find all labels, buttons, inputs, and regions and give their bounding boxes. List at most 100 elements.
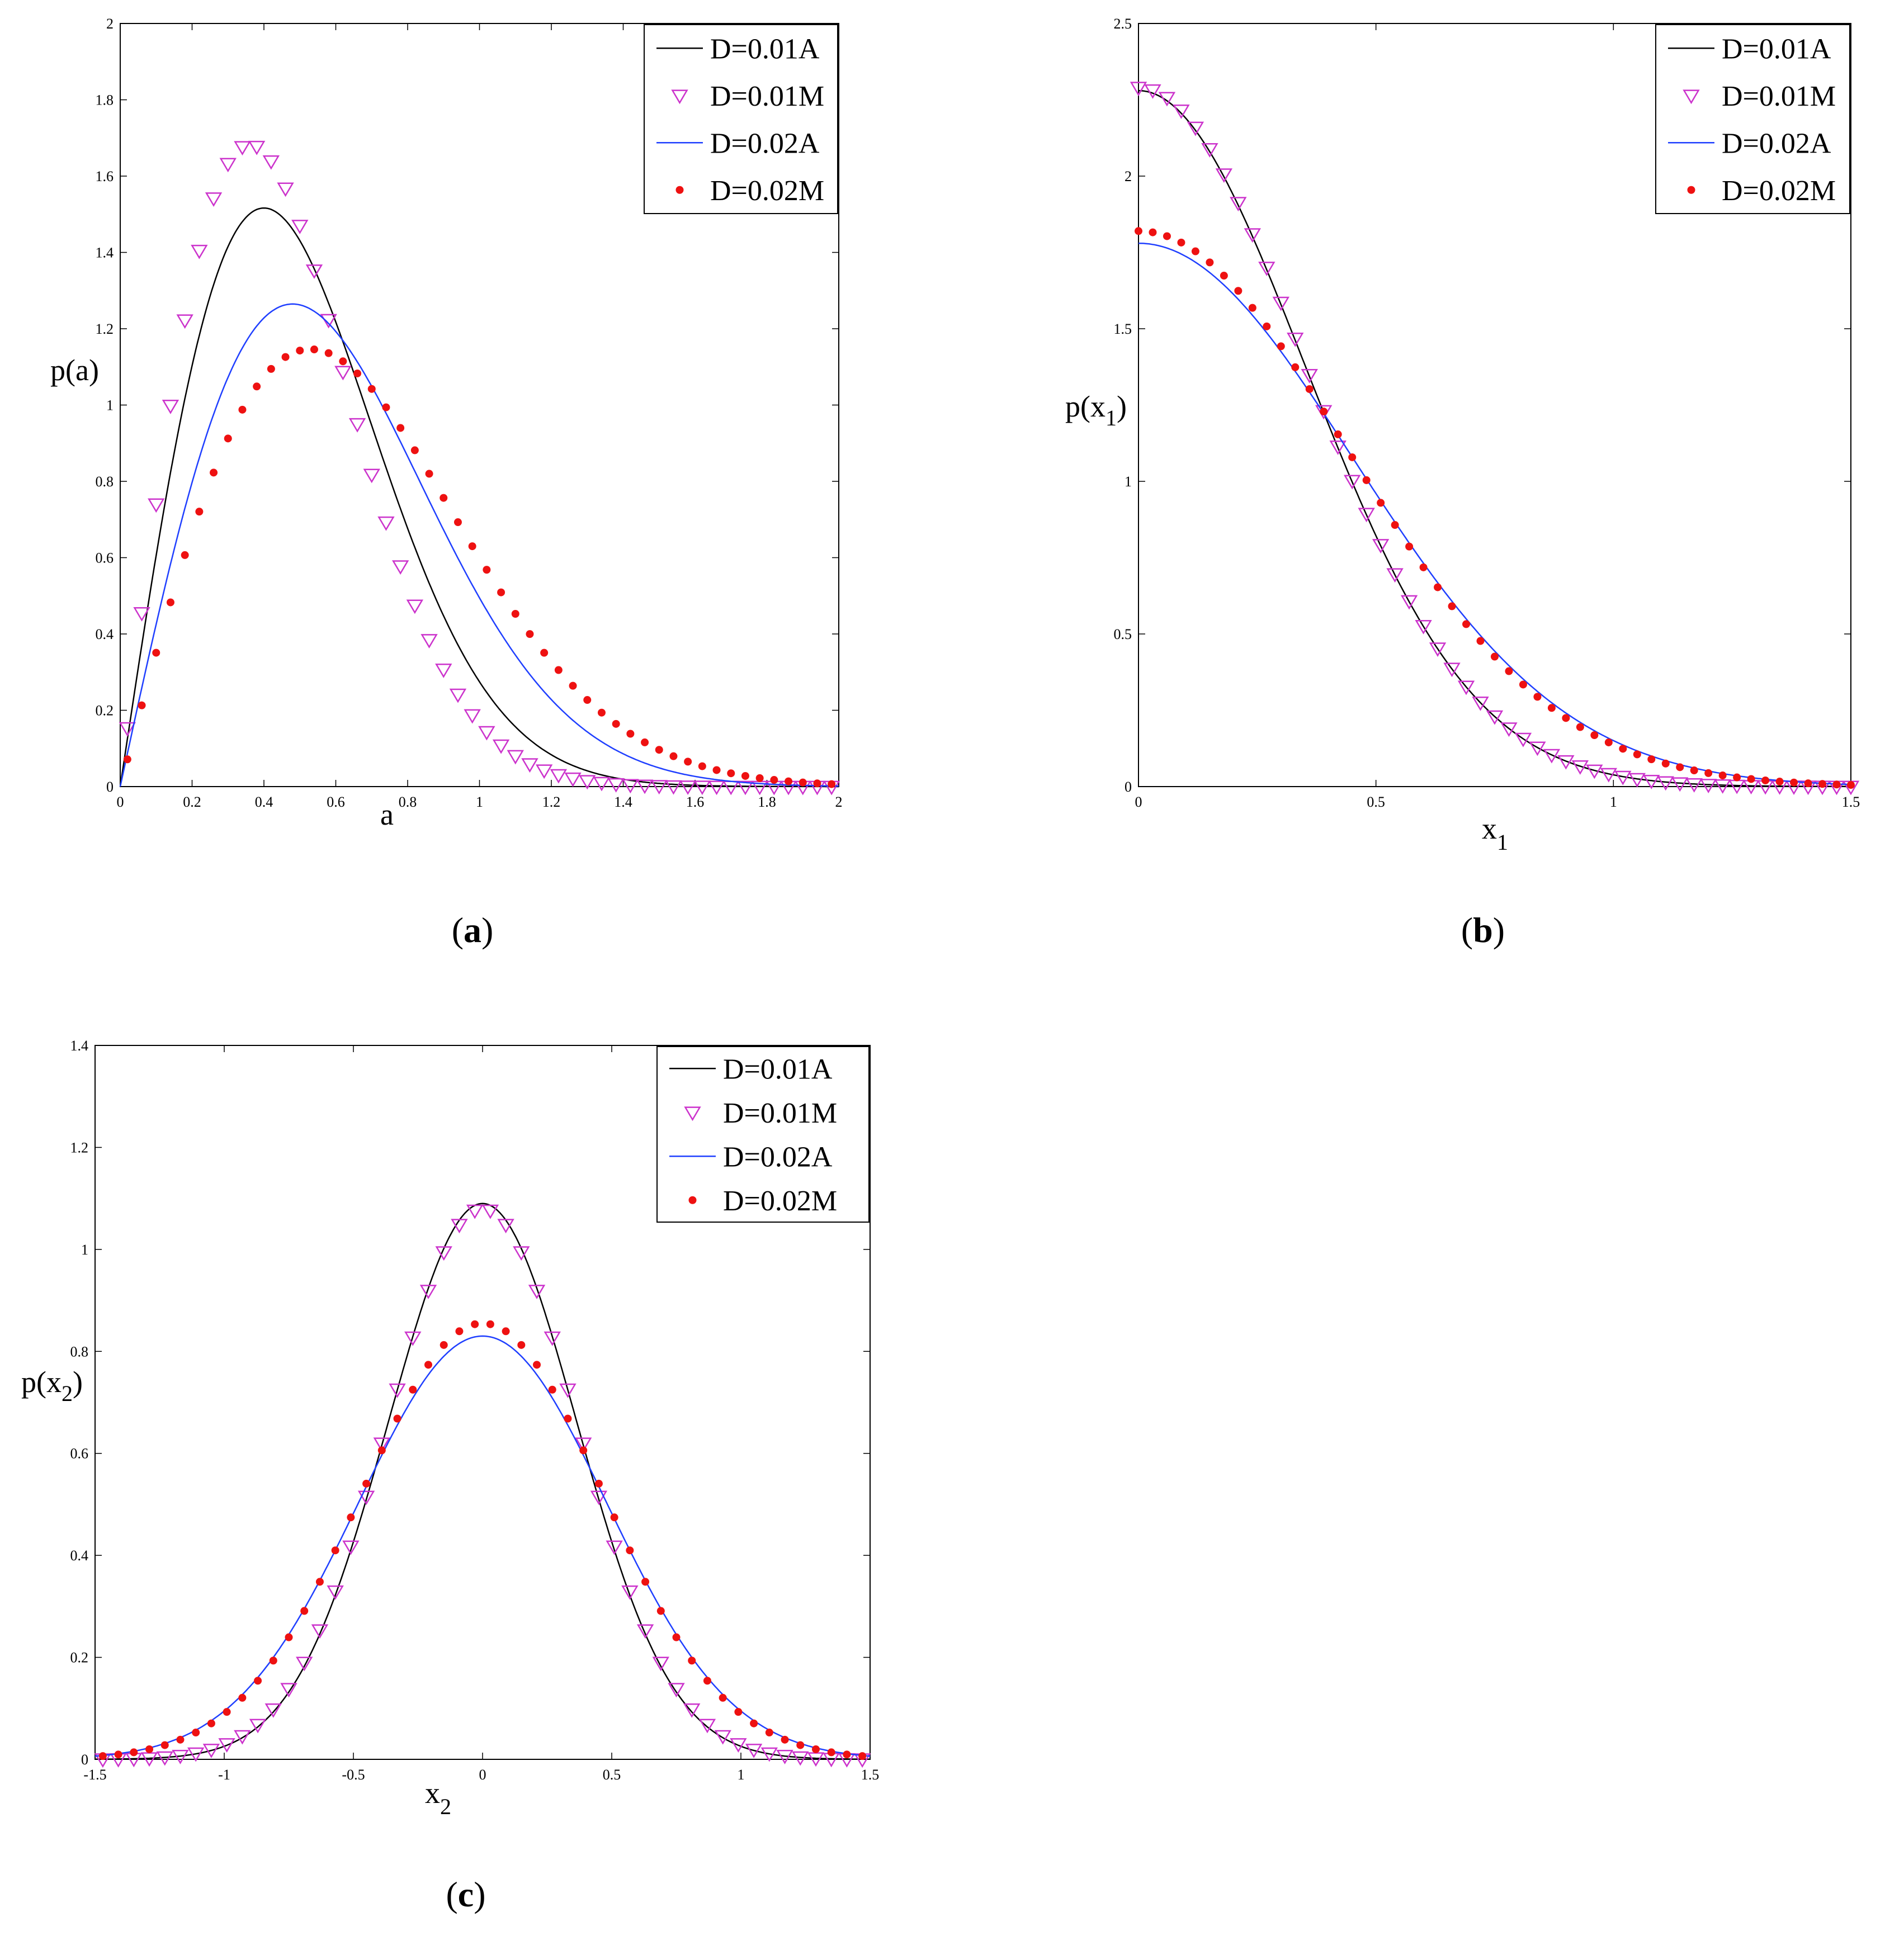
series-marker-triangle (280, 1683, 297, 1698)
x-tick-label: 1.5 (1842, 794, 1860, 810)
series-marker-dot (594, 1479, 603, 1488)
legend-label: D=0.02M (1722, 175, 1836, 207)
series-marker-triangle (327, 1585, 344, 1600)
x-tick-label: 0.2 (183, 794, 201, 810)
series-marker-dot (1434, 583, 1442, 591)
series-line-d002a (119, 303, 839, 787)
series-marker-dot (347, 1513, 355, 1522)
series-marker-dot (583, 696, 592, 704)
panel-c-ylabel-sub: 2 (62, 1381, 73, 1406)
series-marker-triangle (205, 192, 223, 207)
panel-b-ylabel-close: ) (1117, 390, 1127, 423)
y-tick-label: 1.4 (96, 245, 114, 261)
series-marker-triangle (636, 1624, 654, 1639)
x-tick-label: 0 (479, 1767, 486, 1783)
series-marker-triangle (311, 1624, 329, 1639)
panel-b-label: (b) (1461, 910, 1505, 950)
series-marker-dot (281, 353, 290, 361)
panel-b-ylabel: p(x1) (1065, 390, 1127, 430)
series-marker-triangle (277, 182, 294, 197)
x-tick-label: -1 (218, 1767, 230, 1783)
x-tick-label: 0.6 (327, 794, 345, 810)
series-marker-triangle (435, 1246, 452, 1261)
series-marker-dot (1149, 228, 1157, 236)
series-marker-dot (765, 1729, 773, 1737)
series-marker-triangle (1187, 121, 1204, 136)
series-marker-dot (210, 468, 218, 477)
legend-label: D=0.02A (723, 1141, 833, 1173)
panel-a-label-open: ( (452, 910, 464, 950)
series-marker-triangle (342, 1540, 360, 1555)
series-marker-dot (1191, 247, 1199, 255)
series-marker-dot (540, 649, 549, 657)
series-marker-dot (719, 1693, 727, 1702)
series-marker-dot (1263, 322, 1271, 330)
series-marker-dot (362, 1479, 371, 1488)
series-marker-dot (152, 649, 160, 657)
series-marker-dot (1775, 778, 1784, 786)
series-marker-dot (324, 349, 333, 357)
panel-c: -1.5 -1 -0.5 0 0.5 1 1.5 0 0.2 0.4 0.6 0.8 1 1.2 1.4 D… (21, 1038, 879, 1914)
series-marker-triangle (406, 599, 424, 614)
y-tick-label: 0.2 (96, 703, 114, 719)
series-marker-triangle (665, 780, 682, 795)
series-marker-triangle (776, 1750, 793, 1764)
series-marker-dot (238, 405, 247, 414)
series-marker-dot (253, 382, 261, 391)
series-marker-triangle (296, 1656, 313, 1672)
panel-c-ylabel: p(x2) (21, 1365, 83, 1406)
series-marker-triangle (1700, 779, 1717, 793)
series-marker-triangle (1657, 776, 1674, 791)
series-marker-triangle (1130, 82, 1147, 97)
series-marker-triangle (1173, 104, 1190, 119)
y-tick-label: 2 (106, 16, 114, 32)
series-marker-triangle (708, 780, 725, 796)
series-marker-dot (353, 369, 362, 377)
series-marker-triangle (391, 560, 409, 575)
series-marker-dot (382, 403, 390, 411)
series-marker-triangle (373, 1437, 391, 1452)
series-marker-triangle (1543, 749, 1561, 764)
series-marker-dot (1690, 766, 1698, 775)
series-marker-dot (1135, 227, 1142, 235)
x-tick-label: 0.5 (1367, 794, 1385, 810)
series-marker-triangle (248, 140, 266, 155)
series-marker-dot (409, 1385, 417, 1394)
series-marker-dot (440, 1341, 448, 1349)
series-marker-triangle (334, 366, 352, 381)
legend-label: D=0.01M (1722, 81, 1836, 112)
legend-box (644, 24, 838, 214)
series-marker-dot (1177, 238, 1185, 247)
y-tick-label: 0.6 (96, 550, 114, 566)
series-marker-dot (486, 1320, 494, 1328)
series-marker-triangle (590, 1490, 608, 1506)
series-marker-dot (1491, 652, 1499, 661)
y-tick-label: 0.4 (96, 626, 114, 642)
legend-label: D=0.02A (710, 127, 820, 159)
series-marker-dot (1362, 476, 1371, 484)
series-marker-triangle (593, 777, 611, 792)
series-marker-dot (440, 494, 448, 502)
legend-swatch-triangle (684, 1106, 701, 1121)
panel-a-label-close: ) (481, 910, 493, 950)
series-marker-dot (160, 1741, 169, 1749)
series-marker-dot (267, 365, 275, 373)
series-marker-dot (224, 434, 232, 443)
series-marker-dot (796, 1741, 805, 1749)
series-marker-dot (455, 1327, 464, 1336)
series-marker-triangle (1372, 539, 1390, 553)
series-marker-triangle (249, 1719, 267, 1734)
series-marker-triangle (650, 780, 668, 795)
series-marker-dot (548, 1385, 556, 1394)
series-marker-dot (672, 1633, 681, 1641)
series-marker-dot (1533, 693, 1542, 701)
series-marker-triangle (1685, 778, 1703, 793)
y-tick-label: 0.2 (70, 1650, 89, 1666)
series-marker-triangle (421, 634, 438, 649)
series-marker-triangle (497, 1219, 514, 1234)
series-marker-triangle (234, 1730, 251, 1745)
series-marker-triangle (679, 780, 697, 795)
legend-label: D=0.01A (723, 1053, 833, 1085)
x-tick-label: 0 (117, 794, 124, 810)
series-marker-dot (502, 1327, 510, 1336)
